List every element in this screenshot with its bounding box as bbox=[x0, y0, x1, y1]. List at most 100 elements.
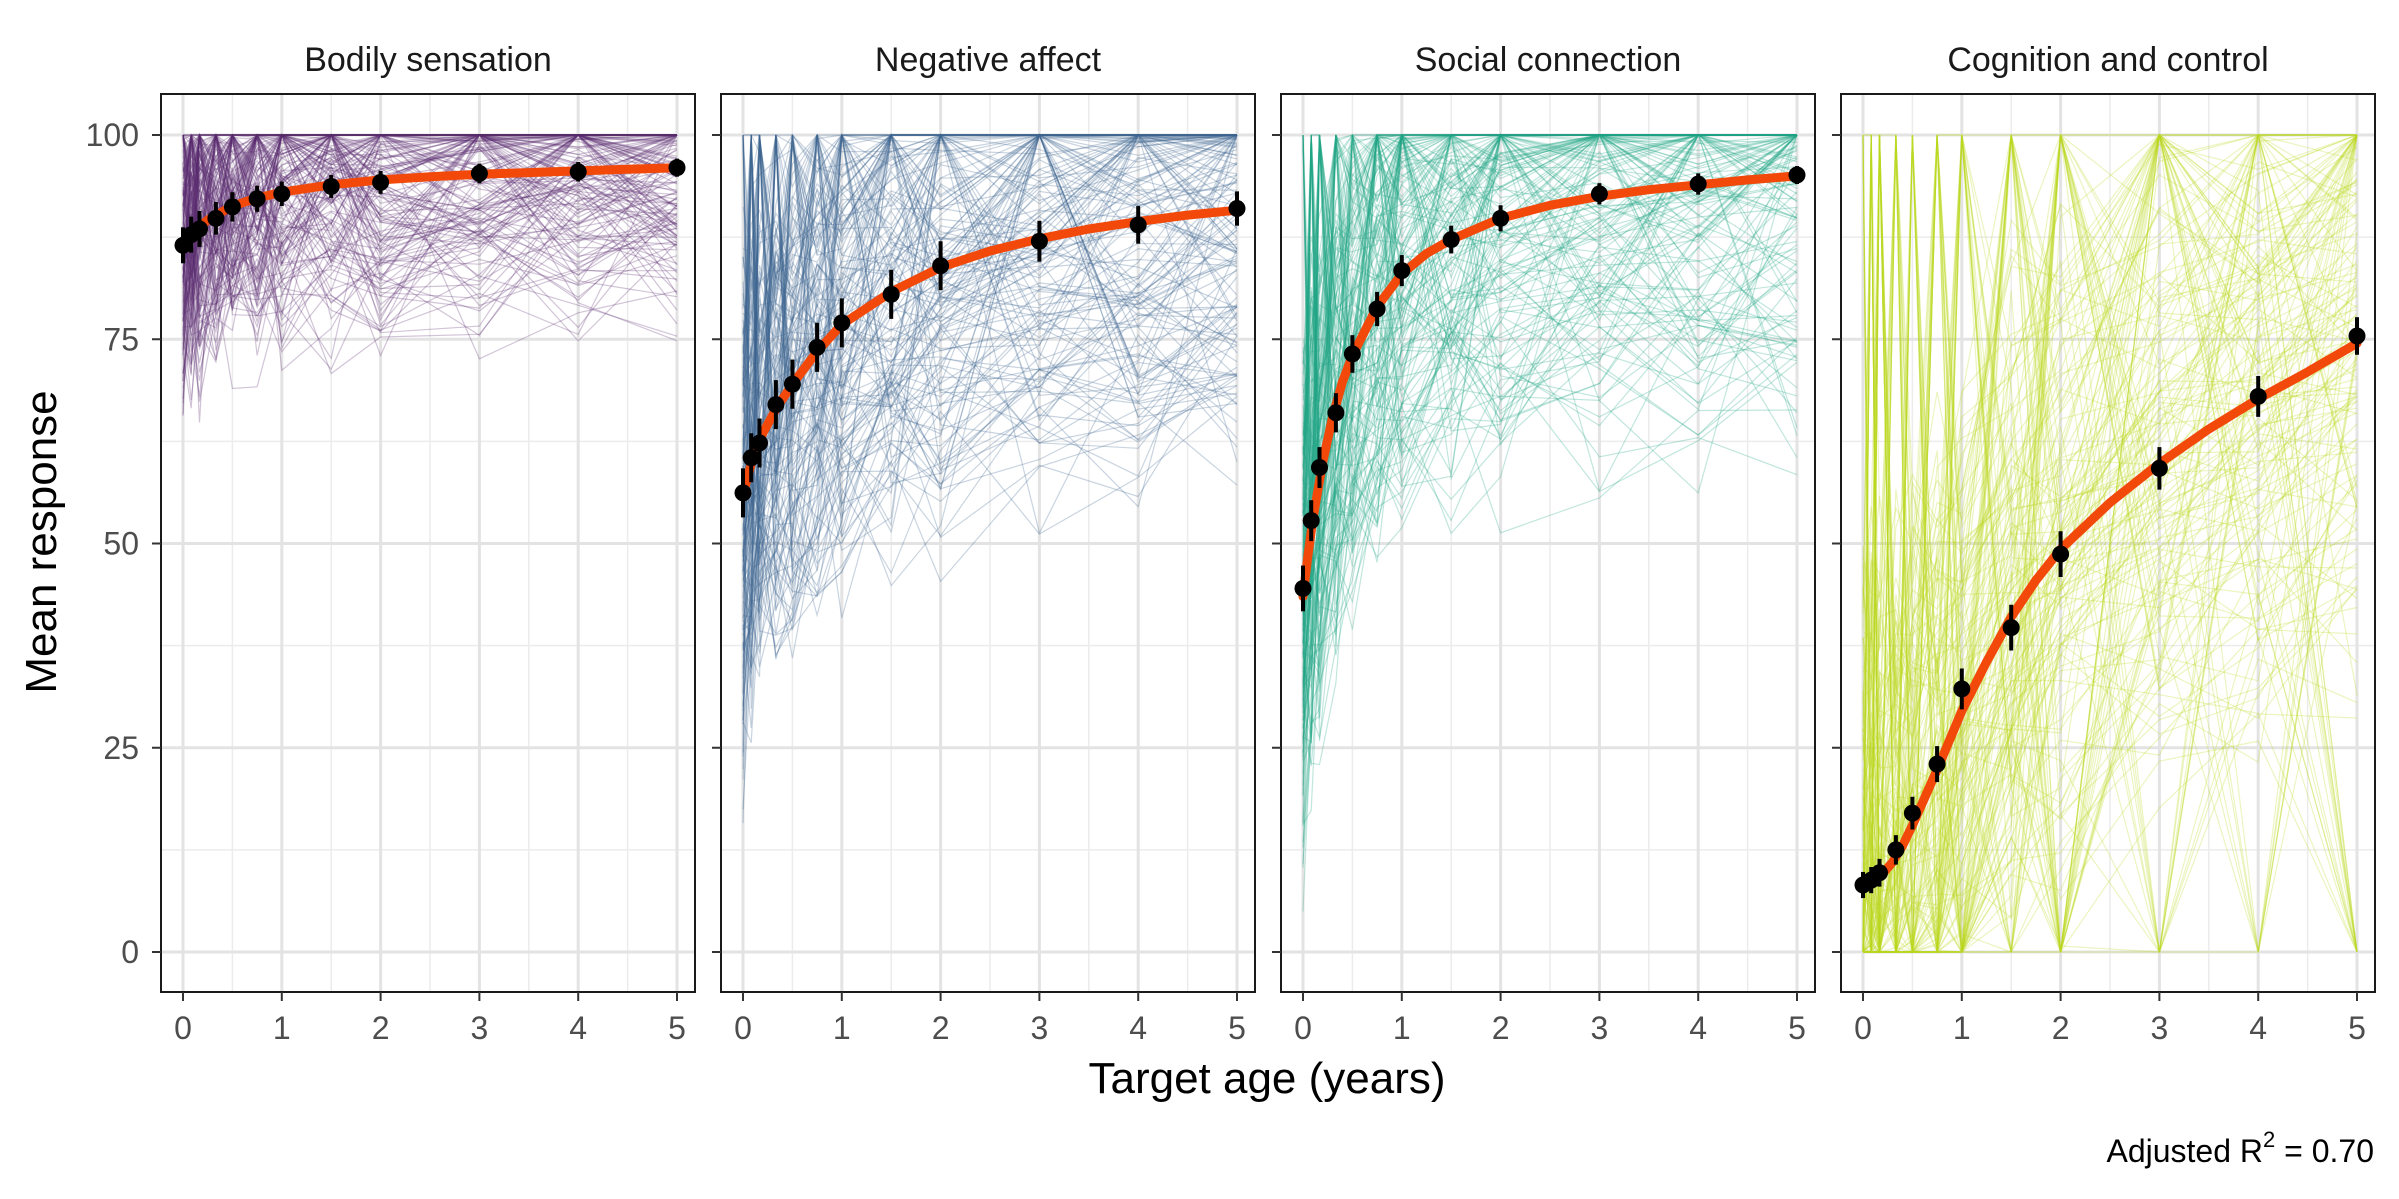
participant-line bbox=[742, 134, 1237, 336]
participant-line bbox=[182, 133, 678, 236]
participant-line bbox=[1862, 134, 2358, 953]
participant-line bbox=[1302, 134, 1798, 523]
participant-line bbox=[742, 134, 1238, 572]
participant-line bbox=[1302, 132, 1798, 848]
participant-line bbox=[1863, 134, 2358, 953]
participant-line bbox=[182, 133, 678, 223]
participant-line bbox=[1302, 134, 1798, 564]
participant-line bbox=[742, 134, 1238, 657]
participant-line bbox=[1302, 133, 1797, 501]
participant-line bbox=[182, 134, 678, 315]
participant-line bbox=[742, 134, 1238, 509]
participant-line bbox=[182, 134, 678, 288]
participant-line bbox=[742, 144, 1238, 552]
mean-point bbox=[1129, 216, 1147, 234]
y-tick-label: 100 bbox=[86, 117, 139, 153]
participant-line bbox=[182, 144, 678, 337]
participant-line bbox=[742, 355, 1238, 721]
participant-line bbox=[1302, 134, 1797, 471]
participant-line bbox=[182, 134, 677, 209]
panel-3: Cognition and control 0 1 2 3 4 5 bbox=[1832, 41, 2376, 1046]
x-axis: 0 1 2 3 4 5 bbox=[174, 992, 686, 1046]
participant-line bbox=[182, 134, 677, 228]
participant-line bbox=[1863, 439, 2358, 953]
participant-line bbox=[742, 134, 1238, 651]
participant-line bbox=[1863, 134, 2358, 953]
participant-line bbox=[1302, 134, 1797, 775]
participant-line bbox=[1302, 134, 1797, 481]
participant-line bbox=[1862, 134, 2358, 953]
participant-line bbox=[1302, 134, 1797, 377]
x-tick-label: 1 bbox=[833, 1010, 851, 1046]
participant-line bbox=[182, 134, 678, 211]
participant-line bbox=[1862, 133, 2358, 953]
participant-line bbox=[182, 134, 678, 356]
participant-line bbox=[742, 368, 1238, 695]
participant-line bbox=[1862, 133, 2358, 874]
mean-point bbox=[1903, 804, 1921, 822]
participant-line bbox=[182, 134, 678, 345]
participant-line bbox=[1302, 315, 1798, 797]
participant-line bbox=[1862, 134, 2358, 953]
participant-line bbox=[182, 134, 678, 277]
participant-line bbox=[1862, 134, 2358, 953]
panel-title: Social connection bbox=[1415, 41, 1682, 79]
participant-line bbox=[742, 134, 1238, 708]
participant-line bbox=[182, 193, 678, 382]
participant-line bbox=[182, 134, 677, 238]
participant-line bbox=[742, 134, 1238, 402]
participant-line bbox=[1863, 134, 2358, 954]
participant-line bbox=[1862, 134, 2358, 953]
participant-line bbox=[1862, 451, 2358, 952]
participant-line bbox=[742, 134, 1238, 532]
mean-point bbox=[783, 375, 801, 393]
y-tick-label: 75 bbox=[103, 321, 139, 357]
participant-line bbox=[742, 132, 1238, 573]
participant-line bbox=[1862, 132, 2358, 953]
participant-line bbox=[742, 228, 1238, 647]
participant-line bbox=[742, 133, 1238, 729]
participant-line bbox=[182, 134, 677, 193]
participant-line bbox=[1302, 134, 1798, 655]
participant-line bbox=[1863, 134, 2358, 953]
participant-line bbox=[182, 134, 677, 236]
participant-line bbox=[742, 134, 1237, 469]
participant-line bbox=[742, 134, 1238, 407]
mean-points bbox=[1854, 317, 2366, 899]
participant-line bbox=[182, 134, 678, 320]
participant-line bbox=[742, 192, 1238, 502]
participant-line bbox=[182, 133, 678, 328]
mean-point bbox=[742, 449, 760, 467]
x-tick-label: 4 bbox=[1689, 1010, 1707, 1046]
participant-line bbox=[182, 134, 678, 397]
participant-line bbox=[1863, 357, 2358, 953]
participant-line bbox=[742, 134, 1238, 599]
participant-line bbox=[182, 134, 678, 373]
participant-line bbox=[1302, 133, 1797, 530]
participant-line bbox=[182, 134, 678, 193]
participant-line bbox=[1302, 134, 1797, 485]
participant-line bbox=[1302, 151, 1798, 683]
panel-title: Negative affect bbox=[875, 41, 1102, 79]
participant-line bbox=[1863, 134, 2358, 953]
participant-line bbox=[1862, 134, 2358, 728]
participant-line bbox=[742, 134, 1238, 649]
participant-line bbox=[1863, 134, 2358, 954]
participant-line bbox=[1862, 133, 2358, 953]
participant-line bbox=[1862, 134, 2358, 704]
participant-line bbox=[1302, 134, 1798, 398]
participant-line bbox=[1863, 134, 2358, 953]
participant-line bbox=[1302, 291, 1798, 744]
participant-line bbox=[182, 230, 678, 374]
participant-line bbox=[182, 134, 678, 306]
participant-line bbox=[1302, 134, 1798, 616]
participant-line bbox=[1862, 134, 2358, 953]
mean-point bbox=[1327, 404, 1345, 422]
participant-line bbox=[1862, 134, 2358, 953]
participant-line bbox=[182, 133, 678, 300]
participant-line bbox=[1862, 134, 2358, 953]
participant-line bbox=[1302, 133, 1798, 611]
participant-line bbox=[1302, 134, 1798, 912]
mean-point bbox=[1590, 185, 1608, 203]
participant-line bbox=[742, 134, 1237, 382]
